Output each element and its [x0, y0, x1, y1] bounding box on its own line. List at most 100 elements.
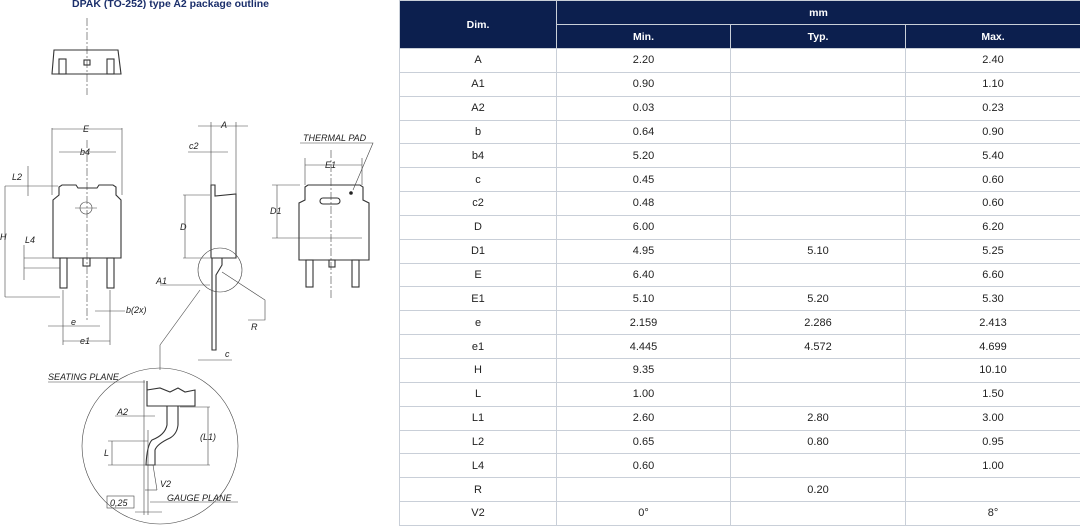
table-row: V2 0° 8° [399, 501, 1080, 526]
header-min: Min. [556, 24, 731, 49]
cell-min: 0.48 [556, 191, 731, 216]
label-thermal-pad: THERMAL PAD [303, 133, 367, 143]
cell-min: 2.159 [556, 310, 731, 336]
cell-max: 0.95 [905, 429, 1080, 455]
label-b4: b4 [80, 147, 90, 157]
cell-max: 0.60 [905, 167, 1080, 193]
label-L: L [104, 448, 109, 458]
table-row: L2 0.65 0.80 0.95 [399, 429, 1080, 455]
cell-typ: 5.10 [730, 238, 906, 264]
cell-dim: A1 [399, 71, 557, 97]
cell-max: 5.30 [905, 286, 1080, 312]
cell-max: 5.40 [905, 143, 1080, 169]
label-b2x: b(2x) [126, 305, 147, 315]
label-L2: L2 [12, 172, 22, 182]
label-E1: E1 [325, 160, 336, 170]
cell-min: 9.35 [556, 357, 731, 383]
header-unit: mm [556, 0, 1080, 25]
detail-view: SEATING PLANE A2 (L1) L V2 0,25 GAUGE PL… [48, 289, 239, 525]
label-e1: e1 [80, 336, 90, 346]
cell-min: 4.95 [556, 238, 731, 264]
table-row: L 1.00 1.50 [399, 381, 1080, 407]
header-typ: Typ. [730, 24, 906, 49]
label-gauge-plane: GAUGE PLANE [167, 493, 233, 503]
cell-min: 0.03 [556, 95, 731, 121]
cell-min [556, 477, 731, 503]
table-row: b4 5.20 5.40 [399, 143, 1080, 169]
cell-min: 0.60 [556, 453, 731, 479]
cell-min: 0.64 [556, 119, 731, 145]
cell-dim: A [399, 48, 557, 73]
table-row: R 0.20 [399, 477, 1080, 503]
table-row: H 9.35 10.10 [399, 357, 1080, 383]
cell-min: 1.00 [556, 381, 731, 407]
cell-max: 5.25 [905, 238, 1080, 264]
table-row: e 2.159 2.286 2.413 [399, 310, 1080, 336]
cell-max: 3.00 [905, 405, 1080, 431]
label-D1: D1 [270, 206, 282, 216]
cell-dim: H [399, 357, 557, 383]
cell-min: 0° [556, 501, 731, 526]
cell-min: 2.60 [556, 405, 731, 431]
cell-dim: L [399, 381, 557, 407]
cell-dim: b [399, 119, 557, 145]
cell-min: 4.445 [556, 334, 731, 359]
table-row: c2 0.48 0.60 [399, 191, 1080, 216]
cell-max: 0.60 [905, 191, 1080, 216]
cell-max: 8° [905, 501, 1080, 526]
cell-typ [730, 453, 906, 479]
header-dim: Dim. [399, 0, 557, 49]
label-A: A [220, 120, 227, 130]
cell-max: 0.90 [905, 119, 1080, 145]
cell-min: 5.20 [556, 143, 731, 169]
side-view: A c2 D A1 R c [155, 120, 266, 361]
cell-dim: e1 [399, 334, 557, 359]
label-E: E [83, 124, 90, 134]
cell-min: 0.45 [556, 167, 731, 193]
cell-min: 5.10 [556, 286, 731, 312]
cell-dim: L4 [399, 453, 557, 479]
cell-max: 1.50 [905, 381, 1080, 407]
cell-dim: b4 [399, 143, 557, 169]
cell-dim: D [399, 214, 557, 240]
cell-dim: c [399, 167, 557, 193]
table-row: D 6.00 6.20 [399, 214, 1080, 240]
cell-dim: c2 [399, 191, 557, 216]
label-gauge: 0,25 [110, 498, 129, 508]
cell-dim: L2 [399, 429, 557, 455]
cell-typ [730, 71, 906, 97]
cell-dim: D1 [399, 238, 557, 264]
cell-dim: V2 [399, 501, 557, 526]
cell-min: 2.20 [556, 48, 731, 73]
cell-typ: 0.20 [730, 477, 906, 503]
cell-typ: 0.80 [730, 429, 906, 455]
cell-max: 6.20 [905, 214, 1080, 240]
label-seating-plane: SEATING PLANE [48, 372, 120, 382]
label-H: H [0, 232, 7, 242]
table-row: A1 0.90 1.10 [399, 71, 1080, 97]
table-row: A 2.20 2.40 [399, 48, 1080, 73]
cell-max: 10.10 [905, 357, 1080, 383]
cell-typ [730, 119, 906, 145]
cell-max [905, 477, 1080, 503]
cell-typ [730, 357, 906, 383]
cell-min: 6.40 [556, 262, 731, 288]
cell-dim: E1 [399, 286, 557, 312]
cell-typ [730, 191, 906, 216]
table-row: E1 5.10 5.20 5.30 [399, 286, 1080, 312]
cell-dim: A2 [399, 95, 557, 121]
table-row: L4 0.60 1.00 [399, 453, 1080, 479]
cell-max: 1.00 [905, 453, 1080, 479]
cell-typ [730, 48, 906, 73]
cell-typ [730, 95, 906, 121]
label-L1: (L1) [200, 432, 216, 442]
cell-max: 2.40 [905, 48, 1080, 73]
cell-typ [730, 262, 906, 288]
header-max: Max. [905, 24, 1080, 49]
label-R: R [251, 322, 258, 332]
table-row: E 6.40 6.60 [399, 262, 1080, 288]
front-view: E b4 L2 H L4 e e1 b(2x) [0, 124, 147, 346]
cell-typ: 5.20 [730, 286, 906, 312]
cell-typ [730, 501, 906, 526]
table-row: A2 0.03 0.23 [399, 95, 1080, 121]
